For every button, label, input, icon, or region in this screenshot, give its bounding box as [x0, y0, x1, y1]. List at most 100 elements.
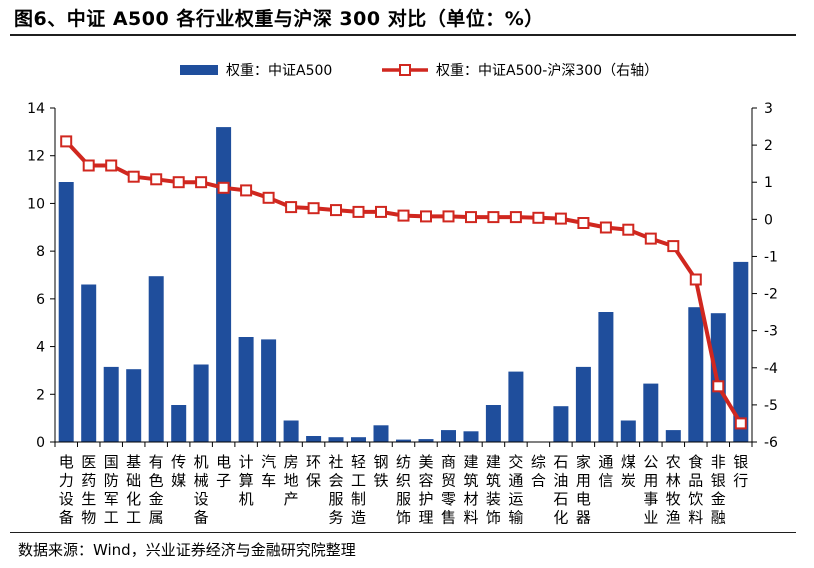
- right-tick-label-8: 2: [764, 138, 773, 154]
- bar-13: [351, 437, 366, 442]
- bar-28: [688, 307, 704, 442]
- category-label-17: 商贸零售: [441, 453, 456, 527]
- category-label-29: 非银金融: [711, 453, 726, 527]
- category-label-15: 纺织服饰: [396, 453, 411, 527]
- right-tick-label-3: -3: [764, 324, 778, 340]
- bar-2: [103, 366, 119, 442]
- bar-8: [238, 337, 254, 442]
- line-point-6: [195, 176, 208, 189]
- line-point-4: [150, 173, 163, 186]
- line-point-27: [667, 240, 680, 253]
- bar-20: [508, 371, 524, 442]
- legend-line-label: 权重：中证A500-沪深300（右轴）: [436, 63, 658, 79]
- bar-30: [733, 261, 749, 442]
- line-point-7: [217, 181, 230, 194]
- bar-4: [148, 276, 164, 442]
- line-point-25: [622, 223, 635, 236]
- bar-12: [328, 437, 344, 442]
- line-point-2: [105, 159, 118, 172]
- line-point-17: [442, 210, 455, 223]
- line-series: [60, 135, 747, 430]
- bar-7: [216, 127, 232, 442]
- category-label-1: 医药生物: [81, 453, 96, 527]
- line-point-20: [509, 211, 522, 224]
- legend-line-marker: [399, 64, 411, 76]
- line-point-0: [60, 135, 73, 148]
- category-label-7: 电子: [216, 453, 231, 490]
- right-tick-label-5: -1: [764, 249, 778, 265]
- bar-0: [58, 182, 74, 442]
- category-label-8: 计算机: [239, 453, 254, 508]
- bar-10: [283, 420, 299, 442]
- line-point-15: [397, 209, 410, 222]
- bar-6: [193, 364, 209, 442]
- bar-16: [418, 439, 434, 442]
- source-note: 数据来源：Wind，兴业证券经济与金融研究院整理: [18, 541, 356, 559]
- left-tick-label-0: 0: [36, 435, 45, 451]
- line-point-11: [307, 202, 320, 215]
- left-tick-label-7: 14: [27, 101, 45, 117]
- source-rule: [10, 532, 796, 533]
- category-label-20: 交通运输: [508, 453, 523, 527]
- line-point-18: [465, 211, 477, 224]
- bar-23: [575, 366, 591, 442]
- category-label-23: 家用电器: [576, 453, 591, 527]
- line-point-1: [82, 159, 95, 172]
- category-label-11: 环保: [306, 453, 321, 490]
- line-point-8: [240, 184, 253, 197]
- category-label-24: 通信: [598, 453, 613, 490]
- line-point-9: [262, 191, 275, 204]
- line-point-16: [420, 210, 432, 223]
- title-rule: [10, 34, 796, 36]
- legend: 权重：中证A500 权重：中证A500-沪深300（右轴）: [180, 63, 658, 79]
- line-point-10: [285, 201, 298, 214]
- category-label-27: 农林牧渔: [666, 453, 681, 527]
- line-point-26: [644, 232, 657, 245]
- line-point-3: [127, 170, 140, 183]
- category-label-19: 建筑装饰: [486, 453, 501, 527]
- category-label-14: 钢铁: [374, 453, 389, 490]
- category-label-4: 有色金属: [149, 453, 164, 527]
- category-label-12: 社会服务: [329, 453, 344, 527]
- category-label-3: 基础化工: [126, 453, 141, 527]
- category-label-16: 美容护理: [418, 453, 433, 527]
- category-label-21: 综合: [531, 453, 546, 490]
- legend-bar-label: 权重：中证A500: [226, 63, 332, 79]
- bar-5: [171, 405, 187, 442]
- line-point-22: [554, 212, 567, 225]
- category-label-10: 房地产: [284, 453, 299, 508]
- legend-bar-swatch: [180, 65, 218, 75]
- category-labels: 电力设备医药生物国防军工基础化工有色金属传媒机械设备电子计算机汽车房地产环保社会…: [59, 453, 749, 527]
- left-tick-label-5: 10: [27, 196, 45, 212]
- bar-18: [463, 431, 479, 442]
- line-point-12: [330, 204, 342, 217]
- bar-14: [373, 425, 389, 442]
- category-label-5: 传媒: [171, 453, 186, 490]
- line-point-19: [487, 211, 500, 224]
- right-tick-label-6: 0: [764, 212, 773, 228]
- bar-27: [665, 430, 681, 442]
- bar-9: [261, 339, 277, 442]
- bar-19: [485, 405, 501, 442]
- bar-11: [306, 436, 322, 442]
- line-point-28: [689, 273, 702, 286]
- line-point-30: [734, 417, 747, 430]
- category-label-28: 食品饮料: [688, 453, 703, 527]
- left-tick-label-3: 6: [36, 292, 45, 308]
- category-label-18: 建筑材料: [463, 453, 478, 527]
- line-point-29: [712, 380, 725, 393]
- category-label-26: 公用事业: [643, 453, 658, 527]
- right-tick-label-0: -6: [764, 435, 778, 451]
- category-label-0: 电力设备: [59, 453, 74, 527]
- category-label-2: 国防军工: [104, 453, 119, 527]
- left-tick-label-4: 8: [36, 244, 45, 260]
- left-tick-label-1: 2: [36, 387, 45, 403]
- line-point-13: [352, 205, 365, 218]
- line-point-21: [532, 211, 545, 224]
- series-line: [64, 140, 743, 425]
- right-tick-label-1: -5: [764, 398, 778, 414]
- category-label-30: 银行: [733, 453, 748, 490]
- category-label-9: 汽车: [261, 453, 276, 490]
